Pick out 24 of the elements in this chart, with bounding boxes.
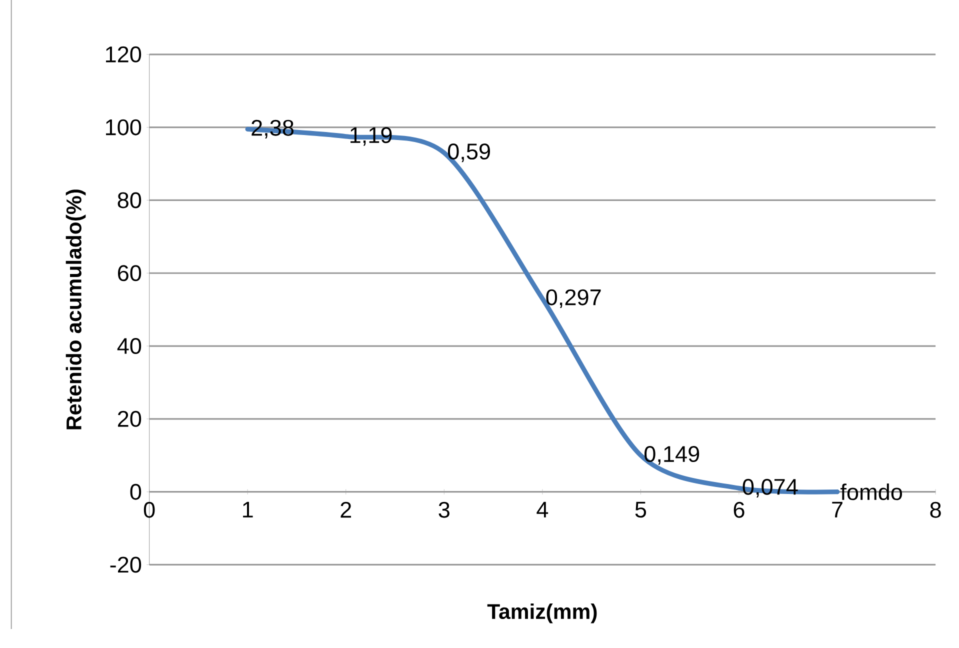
y-axis-title: Retenido acumulado(%) bbox=[66, 190, 86, 430]
x-tick-label: 1 bbox=[243, 502, 253, 518]
y-tick-label: -20 bbox=[110, 556, 142, 573]
y-tick-label: 60 bbox=[118, 265, 142, 282]
x-axis-title: Tamiz(mm) bbox=[487, 603, 597, 624]
x-tick-label: 5 bbox=[635, 502, 646, 518]
x-tick-label: 4 bbox=[536, 502, 548, 518]
annotation: fomdo bbox=[840, 484, 902, 500]
x-tick-label: 2 bbox=[340, 502, 352, 518]
x-tick-label: 7 bbox=[832, 502, 842, 518]
annotation: 0,074 bbox=[742, 478, 798, 498]
x-tick-label: 0 bbox=[144, 502, 155, 518]
y-tick-label: 0 bbox=[130, 484, 142, 500]
annotation: 0,297 bbox=[546, 289, 601, 308]
y-tick-label: 20 bbox=[118, 410, 142, 427]
y-tick-label: 40 bbox=[117, 338, 142, 354]
x-tick-label: 3 bbox=[438, 502, 450, 518]
x-tick-label: 8 bbox=[930, 502, 941, 518]
annotation: 0,149 bbox=[644, 446, 700, 465]
x-tick-label: 6 bbox=[734, 502, 744, 518]
annotation: 0,59 bbox=[448, 144, 490, 162]
y-tick-label: 100 bbox=[106, 119, 142, 136]
y-tick-label: 80 bbox=[118, 192, 142, 208]
y-tick-label: 120 bbox=[106, 46, 142, 62]
